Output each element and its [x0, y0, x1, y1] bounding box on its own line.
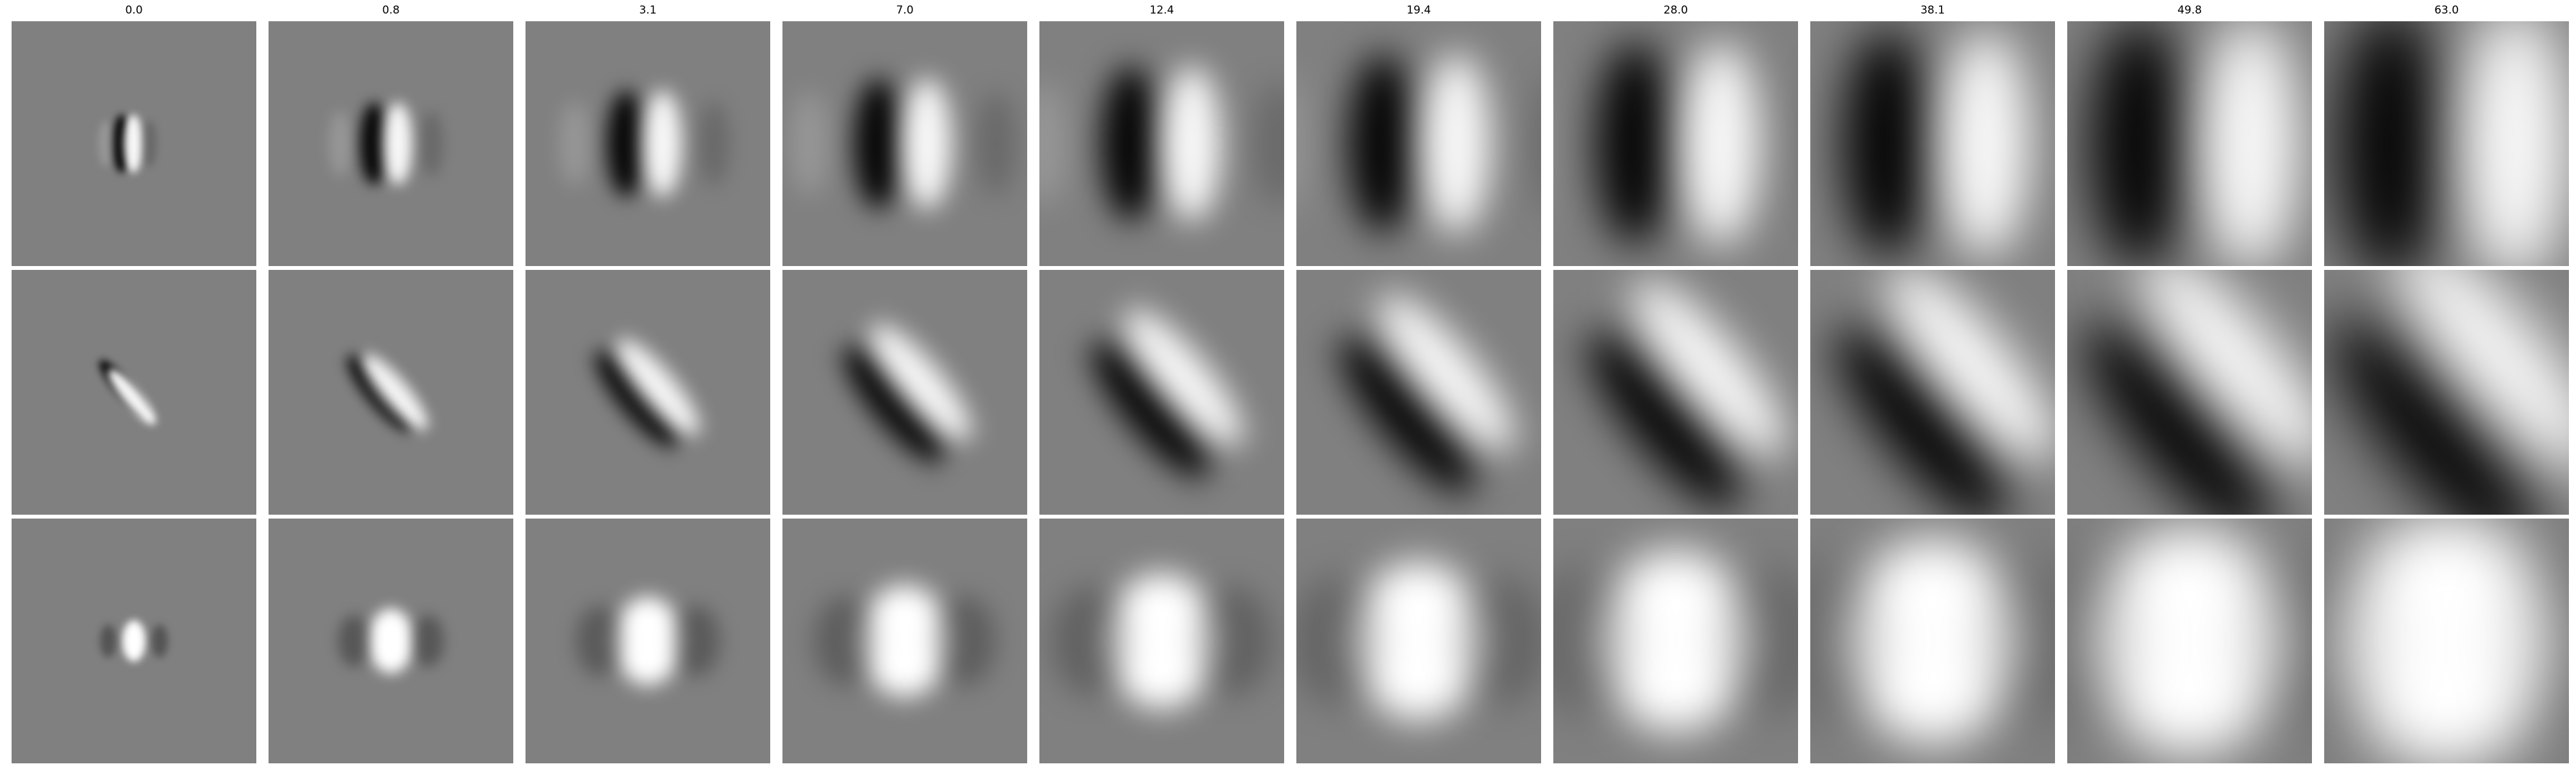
filter-image: [269, 519, 513, 763]
filter-image: [269, 270, 513, 515]
filter-image: [2067, 519, 2312, 763]
filter-image: [1296, 519, 1541, 763]
column-title: 28.0: [1663, 4, 1688, 17]
filter-image: [1810, 270, 2055, 515]
filter-image: [782, 21, 1027, 266]
filter-image: [269, 21, 513, 266]
filter-image: [1553, 270, 1798, 515]
filter-image: [1296, 21, 1541, 266]
filter-image: [1553, 21, 1798, 266]
column-title: 63.0: [2434, 4, 2459, 17]
filter-image: [1810, 519, 2055, 763]
column-title: 0.0: [125, 4, 143, 17]
filter-image: [1039, 519, 1284, 763]
filter-image: [782, 519, 1027, 763]
column-title: 12.4: [1150, 4, 1174, 17]
filter-image: [1296, 270, 1541, 515]
filter-image: [1810, 21, 2055, 266]
filter-image: [526, 21, 770, 266]
filter-image: [526, 519, 770, 763]
filter-image: [12, 21, 256, 266]
column-title: 19.4: [1406, 4, 1431, 17]
column-title: 49.8: [2177, 4, 2202, 17]
filter-image: [782, 270, 1027, 515]
column-title: 38.1: [1920, 4, 1945, 17]
column-title: 3.1: [639, 4, 657, 17]
filter-image: [2324, 270, 2569, 515]
filter-image: [2324, 21, 2569, 266]
filter-image: [12, 519, 256, 763]
column-title: 0.8: [382, 4, 400, 17]
filter-image: [2067, 270, 2312, 515]
filter-image: [2067, 21, 2312, 266]
filter-image: [12, 270, 256, 515]
filter-image: [1039, 21, 1284, 266]
filter-image: [2324, 519, 2569, 763]
filter-image: [1553, 519, 1798, 763]
filter-image: [1039, 270, 1284, 515]
column-title: 7.0: [896, 4, 914, 17]
filter-image: [526, 270, 770, 515]
